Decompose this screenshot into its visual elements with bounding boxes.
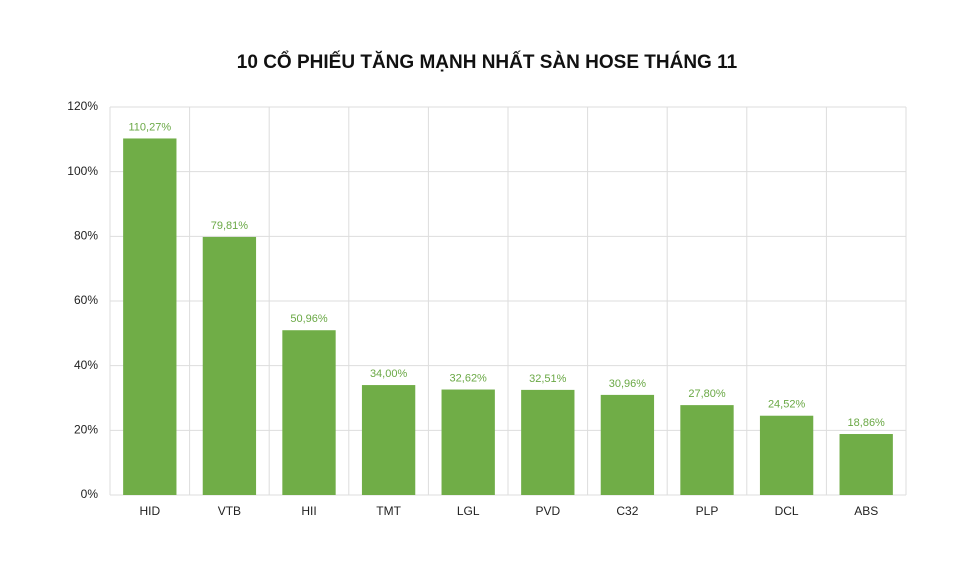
x-tick-label: ABS <box>854 504 878 518</box>
value-label: 32,62% <box>450 372 488 384</box>
bar <box>361 385 416 495</box>
value-label: 79,81% <box>211 220 249 232</box>
y-tick-label: 0% <box>81 487 99 501</box>
bar <box>441 389 495 495</box>
y-tick-label: 120% <box>67 99 98 113</box>
y-tick-label: 80% <box>74 229 98 243</box>
x-tick-label: DCL <box>775 504 799 518</box>
value-label: 50,96% <box>290 313 328 325</box>
value-label: 27,80% <box>688 388 726 400</box>
bar <box>202 236 257 495</box>
y-tick-label: 60% <box>74 293 98 307</box>
bar <box>680 405 734 495</box>
x-tick-label: HID <box>139 504 160 518</box>
bar <box>123 138 177 495</box>
bar <box>600 394 655 495</box>
bar <box>759 415 814 495</box>
x-tick-label: TMT <box>376 504 401 518</box>
value-label: 34,00% <box>370 368 408 380</box>
y-tick-label: 40% <box>74 358 98 372</box>
y-tick-label: 100% <box>67 164 98 178</box>
x-tick-label: C32 <box>616 504 638 518</box>
value-label: 32,51% <box>529 373 567 385</box>
bar <box>282 330 336 495</box>
x-tick-label: VTB <box>218 504 241 518</box>
value-label: 110,27% <box>128 121 171 133</box>
x-tick-label: LGL <box>457 504 480 518</box>
bar <box>839 434 893 495</box>
chart-title: 10 CỔ PHIẾU TĂNG MẠNH NHẤT SÀN HOSE THÁN… <box>237 51 738 73</box>
value-label: 24,52% <box>768 399 806 411</box>
x-tick-label: PLP <box>696 504 719 518</box>
x-tick-label: PVD <box>535 504 560 518</box>
x-tick-label: HII <box>301 504 316 518</box>
y-tick-label: 20% <box>74 423 98 437</box>
value-label: 18,86% <box>848 417 886 429</box>
bar <box>521 389 575 495</box>
value-label: 30,96% <box>609 378 647 390</box>
